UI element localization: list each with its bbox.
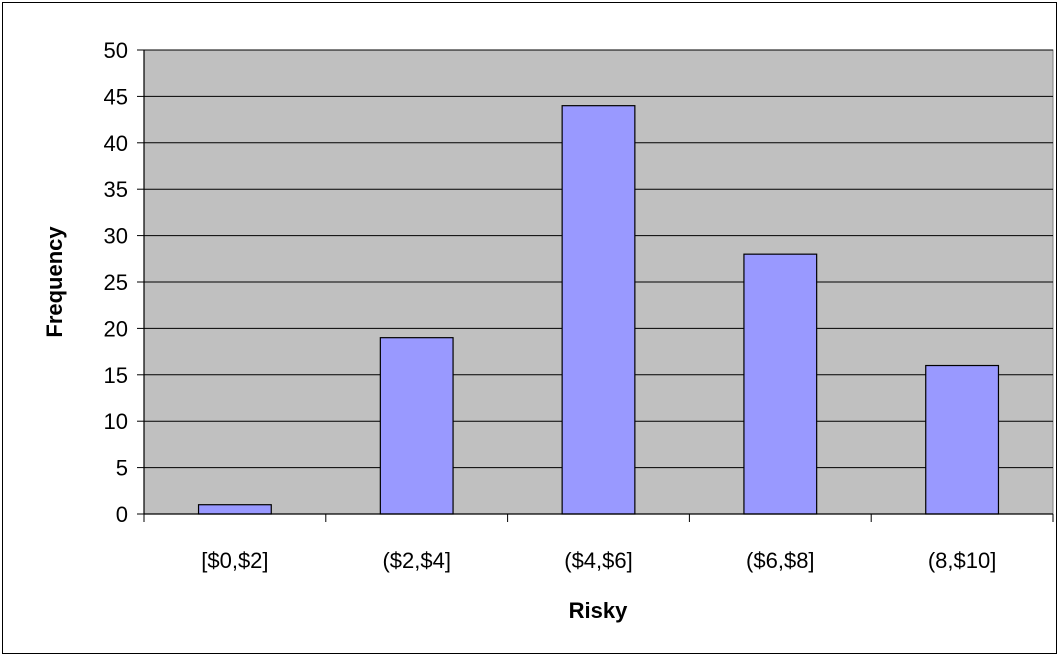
bar bbox=[561, 105, 636, 515]
bar bbox=[197, 504, 272, 515]
y-tick-label: 40 bbox=[104, 131, 128, 156]
y-tick-label: 0 bbox=[116, 502, 128, 527]
x-tick-label: [$0,$2] bbox=[201, 548, 268, 573]
y-tick-label: 15 bbox=[104, 363, 128, 388]
y-tick-label: 35 bbox=[104, 177, 128, 202]
y-tick-label: 10 bbox=[104, 409, 128, 434]
y-tick-label: 5 bbox=[116, 456, 128, 481]
x-tick-label: ($6,$8] bbox=[746, 548, 815, 573]
y-tick-label: 20 bbox=[104, 316, 128, 341]
y-tick-label: 45 bbox=[104, 84, 128, 109]
y-tick-label: 30 bbox=[104, 224, 128, 249]
x-axis-title: Risky bbox=[569, 598, 628, 623]
y-axis-title: Frequency bbox=[42, 226, 67, 338]
y-tick-label: 25 bbox=[104, 270, 128, 295]
y-tick-label: 50 bbox=[104, 38, 128, 63]
bar bbox=[925, 364, 1000, 515]
bars bbox=[197, 105, 1000, 515]
bar bbox=[379, 337, 454, 515]
x-tick-labels: [$0,$2] ($2,$4] ($4,$6] ($6,$8] (8,$10] bbox=[201, 548, 996, 573]
x-tick-label: ($4,$6] bbox=[564, 548, 633, 573]
x-tick-label: ($2,$4] bbox=[382, 548, 451, 573]
bar bbox=[743, 253, 818, 515]
axes bbox=[137, 49, 1054, 522]
y-tick-labels: 0 5 10 15 20 25 30 35 40 45 50 bbox=[104, 38, 128, 527]
x-tick-label: (8,$10] bbox=[928, 548, 997, 573]
